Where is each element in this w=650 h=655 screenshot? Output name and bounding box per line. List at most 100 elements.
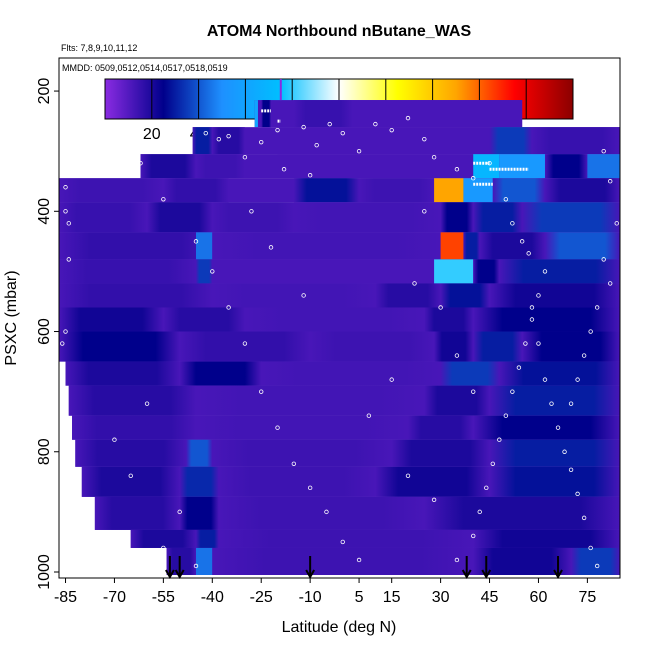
sample-point [63, 329, 68, 334]
sample-point [487, 161, 492, 166]
sample-point [510, 389, 515, 394]
heatmap-cell [212, 232, 441, 260]
sample-point [66, 221, 71, 226]
flights-subtitle: Flts: 7,8,9,10,11,12 [61, 43, 137, 53]
heatmap-cell [544, 178, 620, 203]
heatmap-cell [489, 283, 620, 308]
sample-point [422, 136, 427, 142]
y-tick-label: 600 [36, 318, 53, 345]
heatmap-cell [186, 439, 213, 467]
sample-point [301, 293, 306, 298]
sample-point [422, 209, 427, 214]
flight-marker-arrow [165, 556, 175, 580]
sample-point [184, 148, 189, 154]
sample-point [281, 167, 287, 172]
heatmap-cell [293, 178, 360, 203]
sample-point [356, 557, 362, 563]
sample-point [529, 305, 535, 310]
heatmap-cell [434, 331, 474, 362]
sample-point [177, 509, 182, 515]
heatmap-cell [473, 331, 523, 362]
sample-point [477, 509, 482, 515]
sample-point [568, 467, 574, 472]
heatmap-cell [440, 202, 474, 233]
sample-point [161, 197, 166, 202]
heatmap-cell [463, 178, 493, 203]
sample-point [138, 161, 143, 166]
heatmap-cell [163, 307, 245, 332]
sample-point [249, 209, 254, 214]
heatmap-cell [424, 385, 490, 416]
heatmap-cell [212, 439, 392, 467]
heatmap-cell [473, 529, 620, 548]
sample-point [314, 142, 319, 148]
sample-point [431, 497, 437, 503]
heatmap-cell [179, 331, 311, 362]
sample-point [242, 154, 248, 160]
x-tick-label: 60 [530, 589, 548, 606]
heatmap-cell [434, 259, 474, 284]
heatmap-cell [261, 100, 272, 128]
heatmap-cell [218, 466, 376, 497]
sample-point [226, 133, 231, 139]
heatmap-cell [59, 178, 164, 203]
sample-point [63, 185, 68, 190]
heatmap-cell [75, 439, 187, 467]
sample-point [614, 221, 619, 226]
heatmap-cell [195, 547, 213, 575]
heatmap-cell [489, 127, 532, 155]
sample-point [242, 341, 248, 346]
heatmap-cell [359, 178, 435, 203]
x-tick-label: -70 [103, 589, 126, 606]
x-tick-label: 15 [383, 589, 401, 606]
sample-point [519, 239, 525, 244]
flight-marker-arrow [461, 556, 472, 580]
sample-point [529, 317, 535, 322]
sample-point [405, 115, 411, 121]
heatmap-cell [261, 361, 441, 386]
heatmap-cell [68, 385, 196, 416]
sample-point [203, 130, 208, 136]
sample-point [340, 130, 345, 136]
x-tick-label: -85 [54, 589, 77, 606]
x-tick-label: -10 [299, 589, 322, 606]
y-tick-label: 200 [36, 78, 53, 105]
sample-point [216, 136, 222, 142]
sample-point [259, 389, 264, 394]
sample-point [340, 539, 345, 545]
heatmap-cell [277, 127, 490, 155]
sample-point [438, 305, 443, 310]
sample-point [526, 251, 531, 256]
sample-point [516, 365, 522, 370]
x-tick-label: 30 [432, 589, 450, 606]
flight-marker-arrow [305, 556, 316, 580]
sample-point [503, 197, 509, 202]
heatmap-cell [72, 415, 196, 440]
sample-point [471, 389, 476, 394]
sample-point [193, 239, 199, 244]
sample-point [268, 245, 274, 250]
heatmap-cell [244, 154, 474, 179]
heatmap-cell [463, 232, 480, 260]
sample-point [601, 257, 606, 262]
x-tick-label: 45 [481, 589, 499, 606]
heatmap-cell [424, 307, 474, 332]
sample-point [412, 281, 417, 286]
sample-point [608, 179, 613, 184]
x-tick-label: -25 [250, 589, 273, 606]
sample-point [549, 401, 554, 406]
heatmap-cell [391, 439, 490, 467]
heatmap-cell [440, 361, 500, 386]
chart-title: ATOM4 Northbound nButane_WAS [207, 23, 472, 40]
heatmap-cell [531, 127, 620, 155]
sample-point [536, 293, 541, 298]
flight-marker-arrow [553, 556, 563, 580]
sample-point [523, 341, 528, 346]
sample-point [555, 425, 561, 430]
y-tick-label: 800 [36, 438, 53, 465]
heatmap-cell [59, 307, 164, 332]
sample-point [60, 341, 65, 346]
plot-frame [58, 57, 621, 579]
